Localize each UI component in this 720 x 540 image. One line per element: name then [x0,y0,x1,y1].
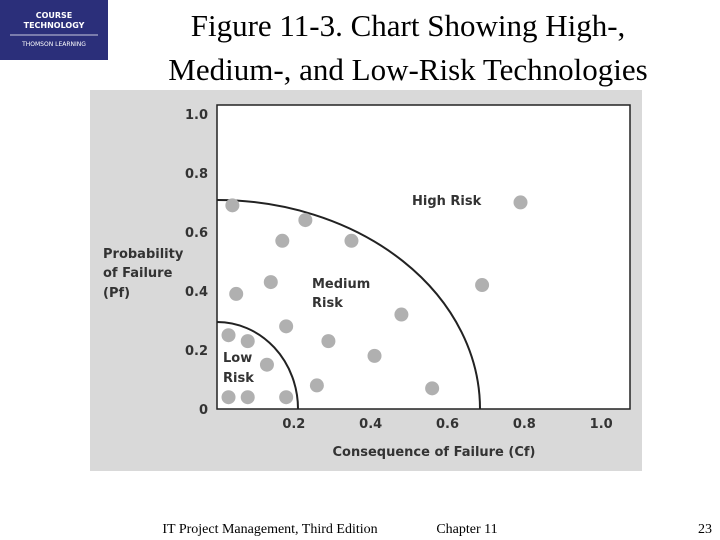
logo-text: COURSE [36,11,73,20]
point [279,390,294,405]
title: Medium-, and Low-Risk Technologies [168,52,647,87]
point [513,195,528,210]
logo-text: THOMSON LEARNING [21,41,86,48]
y-tick-label: 1.0 [185,108,208,123]
point [298,213,313,228]
x-tick-label: 0.2 [282,417,305,432]
footer-book: IT Project Management, Third Edition [162,522,377,537]
point [225,198,240,213]
y-axis-label: of Failure [103,266,173,281]
point [321,334,336,349]
point [240,390,255,405]
footer-page: 23 [698,522,712,537]
point [221,390,236,405]
point [309,378,324,393]
low-risk-boundary [216,321,299,410]
point [394,307,409,322]
annotation: Risk [223,371,254,386]
annotation: Medium [312,277,370,292]
plot-area [216,104,631,410]
point [279,319,294,334]
y-tick-label: 0.8 [185,167,208,182]
x-tick-label: 0.4 [359,417,382,432]
annotation: Risk [312,296,343,311]
logo-box [0,0,108,60]
y-tick-label: 0.6 [185,226,208,241]
point [221,328,236,343]
title: Figure 11-3. Chart Showing High-, [191,8,626,43]
x-tick-label: 1.0 [590,417,613,432]
y-tick-label: 0 [199,403,208,418]
point [344,233,359,248]
x-axis-label: Consequence of Failure (Cf) [333,445,536,460]
point [263,275,278,290]
logo-text: TECHNOLOGY [24,21,85,30]
point [229,286,244,301]
annotation: High Risk [412,194,482,209]
y-tick-label: 0.2 [185,344,208,359]
point [425,381,440,396]
annotation: Low [223,351,252,366]
x-tick-label: 0.6 [436,417,459,432]
point [367,348,382,363]
x-tick-label: 0.8 [513,417,536,432]
point [259,357,274,372]
point [275,233,290,248]
medium-risk-boundary [216,199,481,410]
footer-chapter: Chapter 11 [436,522,497,537]
point [240,334,255,349]
y-axis-label: (Pf) [103,286,130,301]
point [475,278,490,293]
y-axis-label: Probability [103,247,184,262]
y-tick-label: 0.4 [185,285,208,300]
